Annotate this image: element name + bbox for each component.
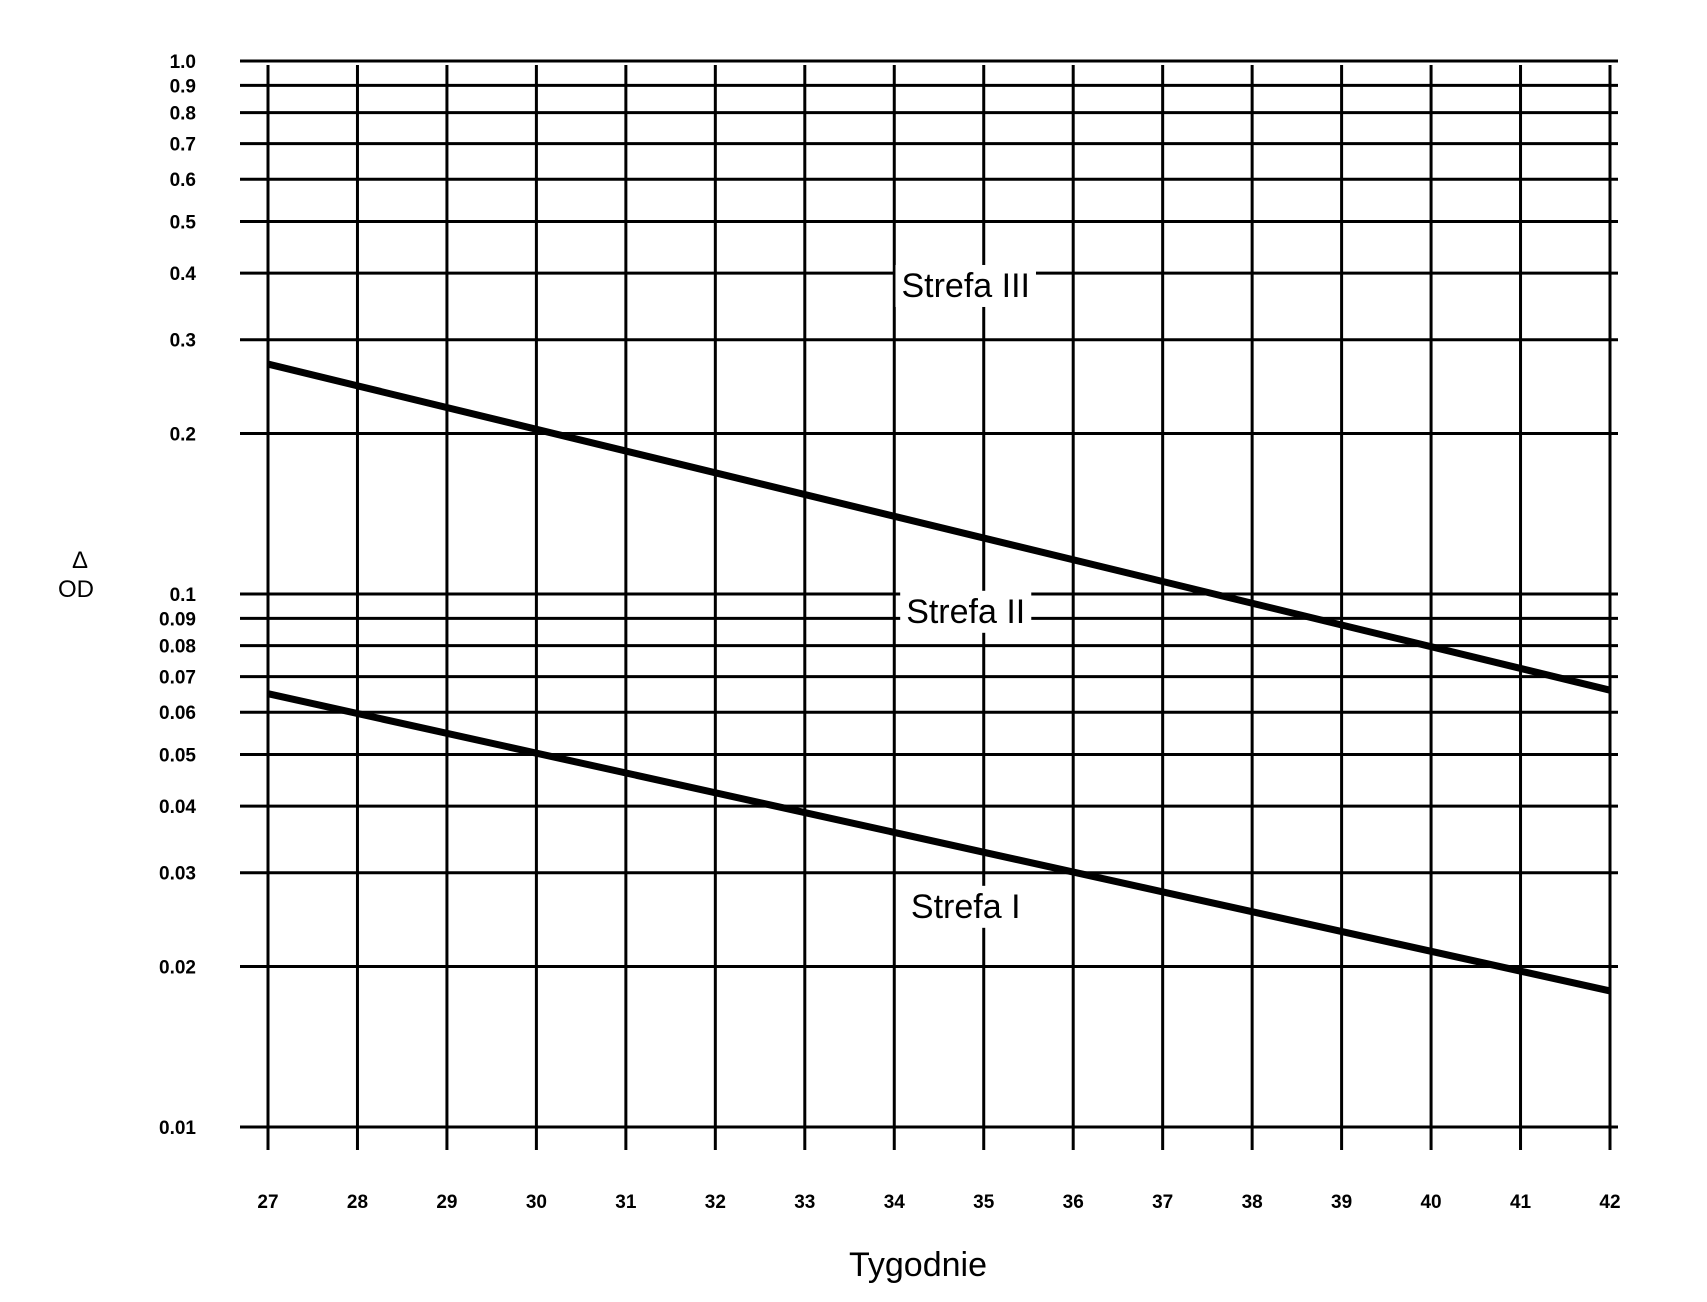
y-tick-label: 1.0 (170, 52, 196, 73)
y-tick-label: 0.4 (170, 264, 197, 285)
y-tick-label: 0.3 (170, 331, 196, 352)
y-tick-label: 0.02 (159, 958, 196, 979)
y-tick-label: 0.05 (159, 745, 196, 766)
x-tick-label: 34 (884, 1192, 906, 1213)
y-tick-label: 0.03 (159, 864, 196, 885)
x-tick-label: 32 (705, 1192, 726, 1213)
x-tick-label: 33 (794, 1192, 815, 1213)
zone-label-background (895, 264, 1036, 307)
zone-label-background (900, 590, 1032, 633)
y-tick-label: 0.8 (170, 104, 196, 125)
y-tick-label: 0.09 (159, 609, 196, 630)
series-line-2 (267, 690, 1611, 995)
x-tick-label: 31 (615, 1192, 637, 1213)
y-tick-label: 0.04 (159, 797, 196, 818)
x-tick-label: 40 (1420, 1192, 1441, 1213)
x-tick-label: 39 (1331, 1192, 1352, 1213)
x-tick-label: 36 (1063, 1192, 1084, 1213)
x-tick-label: 28 (347, 1192, 368, 1213)
y-tick-label: 0.06 (159, 703, 196, 724)
x-tick-label: 38 (1242, 1192, 1263, 1213)
x-tick-label: 29 (436, 1192, 457, 1213)
zone-annotation: Strefa I (904, 885, 1027, 928)
y-tick-label: 0.01 (159, 1118, 196, 1139)
y-tick-label: 0.7 (170, 135, 196, 156)
x-axis-title: Tygodnie (849, 1246, 987, 1284)
y-axis-title-od: OD (58, 576, 94, 603)
zone-label-background (904, 885, 1027, 928)
y-tick-label: 0.07 (159, 668, 196, 689)
y-tick-label: 0.6 (170, 170, 196, 191)
zone-label: Strefa III (901, 267, 1030, 305)
zone-label: Strefa I (911, 888, 1021, 926)
x-tick-label: 30 (526, 1192, 547, 1213)
y-tick-label: 0.08 (159, 637, 196, 658)
x-tick-label: 42 (1599, 1192, 1620, 1213)
y-tick-labels: 1.0 0.9 0.8 0.7 0.6 0.5 0.4 0.3 0.2 0.1 0.09 0.08 0.… (159, 52, 196, 1139)
grid (240, 59, 1618, 1150)
y-tick-label: 0.2 (170, 425, 196, 446)
series-line-1 (267, 360, 1611, 694)
x-tick-label: 41 (1510, 1192, 1532, 1213)
x-tick-labels: 27 28 29 30 31 32 33 34 35 36 37 38 39 40 41 42 (257, 1192, 1620, 1213)
zone-annotation: Strefa II (900, 590, 1032, 633)
zone-annotation: Strefa III (895, 264, 1036, 307)
y-axis-title-delta: Δ (72, 547, 88, 574)
zone-label: Strefa II (906, 593, 1025, 631)
x-tick-label: 27 (257, 1192, 278, 1213)
zone-labels: Strefa III Strefa II Strefa I (895, 264, 1036, 928)
x-tick-label: 35 (973, 1192, 995, 1213)
series-lines (267, 360, 1611, 995)
y-tick-label: 0.9 (170, 76, 196, 97)
y-tick-label: 0.5 (170, 212, 197, 233)
x-tick-label: 37 (1152, 1192, 1173, 1213)
y-tick-label: 0.1 (170, 585, 197, 606)
